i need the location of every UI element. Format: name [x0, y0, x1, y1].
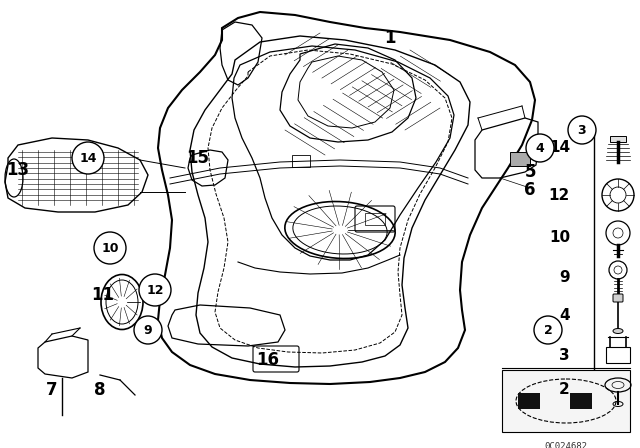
Bar — [570, 393, 592, 409]
Ellipse shape — [613, 328, 623, 333]
Text: 5: 5 — [524, 163, 536, 181]
Bar — [502, 370, 630, 432]
Circle shape — [534, 316, 562, 344]
Text: 9: 9 — [559, 271, 570, 285]
Text: 12: 12 — [548, 188, 570, 202]
Text: 1: 1 — [384, 29, 396, 47]
Text: 8: 8 — [94, 381, 106, 399]
Text: 2: 2 — [543, 323, 552, 336]
Text: 14: 14 — [79, 151, 97, 164]
Text: 16: 16 — [257, 351, 280, 369]
FancyBboxPatch shape — [613, 294, 623, 302]
Text: 13: 13 — [6, 161, 29, 179]
Bar — [518, 393, 540, 409]
Bar — [292, 155, 310, 167]
Bar — [606, 347, 630, 363]
Circle shape — [526, 134, 554, 162]
Circle shape — [139, 274, 171, 306]
Circle shape — [72, 142, 104, 174]
Text: 15: 15 — [186, 149, 209, 167]
Text: 7: 7 — [46, 381, 58, 399]
Text: 0C024682: 0C024682 — [545, 442, 588, 448]
Text: 11: 11 — [92, 286, 115, 304]
Circle shape — [134, 316, 162, 344]
Text: 3: 3 — [559, 348, 570, 362]
Text: 14: 14 — [549, 141, 570, 155]
Text: 9: 9 — [144, 323, 152, 336]
Text: 3: 3 — [578, 124, 586, 137]
Bar — [510, 152, 530, 166]
Bar — [610, 136, 626, 142]
Text: 2: 2 — [559, 383, 570, 397]
Text: 10: 10 — [101, 241, 119, 254]
Text: 10: 10 — [549, 231, 570, 246]
Circle shape — [568, 116, 596, 144]
Text: 4: 4 — [536, 142, 545, 155]
Text: 4: 4 — [559, 307, 570, 323]
Text: 6: 6 — [524, 181, 536, 199]
Text: 12: 12 — [147, 284, 164, 297]
Bar — [365, 213, 385, 225]
Circle shape — [94, 232, 126, 264]
